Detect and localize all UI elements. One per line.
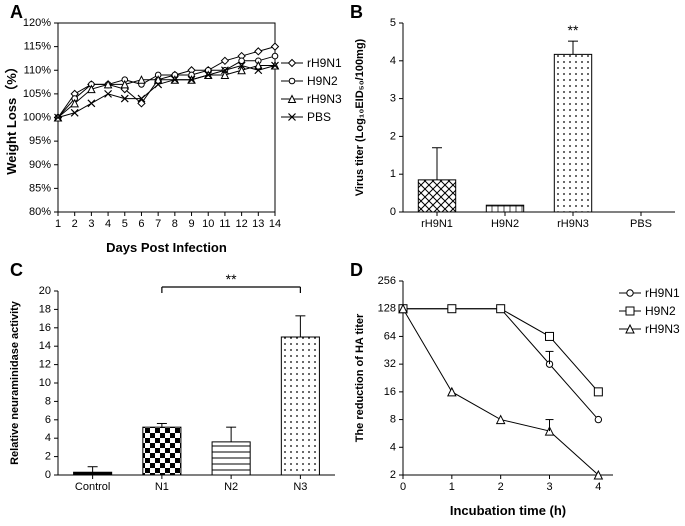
svg-text:2: 2 — [390, 130, 396, 142]
svg-text:H9N2: H9N2 — [307, 74, 338, 88]
svg-text:8: 8 — [45, 395, 51, 407]
chart-a: 80%85%90%95%100%105%110%115%120%12345678… — [0, 5, 345, 260]
svg-text:4: 4 — [45, 432, 51, 444]
svg-text:1: 1 — [449, 481, 455, 493]
svg-text:6: 6 — [138, 218, 144, 230]
svg-text:rH9N1: rH9N1 — [645, 286, 680, 300]
svg-text:1: 1 — [55, 218, 61, 230]
svg-text:N2: N2 — [224, 481, 238, 493]
svg-text:12: 12 — [235, 218, 247, 230]
svg-text:3: 3 — [88, 218, 94, 230]
svg-text:Control: Control — [75, 481, 110, 493]
svg-text:9: 9 — [188, 218, 194, 230]
svg-text:4: 4 — [105, 218, 111, 230]
svg-text:5: 5 — [122, 218, 128, 230]
svg-text:Weight Loss（%）: Weight Loss（%） — [4, 60, 19, 175]
svg-text:PBS: PBS — [630, 218, 652, 230]
svg-text:4: 4 — [595, 481, 601, 493]
svg-text:**: ** — [226, 271, 237, 287]
svg-text:4: 4 — [390, 441, 396, 453]
svg-text:18: 18 — [39, 303, 51, 315]
svg-text:5: 5 — [390, 17, 396, 29]
svg-text:0: 0 — [390, 206, 396, 218]
svg-text:115%: 115% — [24, 41, 52, 53]
svg-text:H9N2: H9N2 — [491, 218, 519, 230]
svg-text:0: 0 — [45, 469, 51, 481]
svg-text:4: 4 — [390, 55, 396, 67]
svg-text:128: 128 — [378, 303, 396, 315]
svg-text:12: 12 — [39, 359, 51, 371]
svg-text:16: 16 — [384, 386, 396, 398]
svg-text:85%: 85% — [29, 182, 51, 194]
svg-text:Days Post Infection: Days Post Infection — [106, 240, 227, 255]
svg-text:rH9N3: rH9N3 — [645, 322, 680, 336]
svg-text:90%: 90% — [29, 159, 51, 171]
svg-text:N3: N3 — [293, 481, 307, 493]
svg-text:80%: 80% — [29, 206, 51, 218]
svg-text:2: 2 — [390, 469, 396, 481]
svg-text:H9N2: H9N2 — [645, 304, 676, 318]
svg-text:11: 11 — [219, 218, 230, 230]
svg-text:rH9N1: rH9N1 — [307, 56, 342, 70]
svg-text:10: 10 — [202, 218, 214, 230]
chart-d: 2 4 8 16 32 64 128 256 0 1 2 3 4 Incubation time (h) T… — [345, 263, 685, 523]
svg-text:6: 6 — [45, 414, 51, 426]
svg-text:14: 14 — [269, 218, 281, 230]
svg-text:rH9N1: rH9N1 — [421, 218, 453, 230]
chart-c: 0 2 4 6 8 10 12 14 16 18 20 Relative neuraminidase … — [0, 263, 345, 523]
chart-b: 0 1 2 3 4 5 Virus titer (Log₁₀EID₅₀/100mg) rH9N… — [345, 5, 685, 260]
svg-text:7: 7 — [155, 218, 161, 230]
svg-text:16: 16 — [39, 322, 51, 334]
svg-text:105%: 105% — [23, 88, 51, 100]
svg-text:256: 256 — [378, 275, 396, 287]
svg-text:95%: 95% — [29, 135, 51, 147]
svg-text:120%: 120% — [23, 17, 51, 29]
svg-text:110%: 110% — [24, 64, 52, 76]
svg-text:2: 2 — [498, 481, 504, 493]
svg-text:32: 32 — [384, 358, 396, 370]
svg-text:8: 8 — [172, 218, 178, 230]
figure-page: A B C D 80%85%90%95%100%105%110%115%120%… — [0, 0, 685, 526]
svg-text:1: 1 — [390, 168, 396, 180]
svg-text:13: 13 — [252, 218, 264, 230]
svg-text:3: 3 — [390, 93, 396, 105]
svg-text:100%: 100% — [23, 112, 51, 124]
svg-text:**: ** — [568, 22, 579, 38]
svg-text:2: 2 — [72, 218, 78, 230]
svg-text:2: 2 — [45, 451, 51, 463]
svg-text:The reduction of HA titer: The reduction of HA titer — [354, 313, 366, 442]
svg-text:14: 14 — [39, 340, 51, 352]
svg-text:0: 0 — [400, 481, 406, 493]
svg-text:PBS: PBS — [307, 110, 331, 124]
svg-text:Relative neuraminidase activit: Relative neuraminidase activity — [9, 300, 21, 465]
svg-text:10: 10 — [39, 377, 51, 389]
svg-text:3: 3 — [546, 481, 552, 493]
svg-text:64: 64 — [384, 330, 396, 342]
svg-text:Virus titer (Log₁₀EID₅₀/100mg): Virus titer (Log₁₀EID₅₀/100mg) — [354, 38, 366, 196]
svg-text:rH9N3: rH9N3 — [557, 218, 589, 230]
svg-text:N1: N1 — [155, 481, 169, 493]
svg-text:Incubation time (h): Incubation time (h) — [450, 503, 566, 518]
svg-text:8: 8 — [390, 414, 396, 426]
svg-text:rH9N3: rH9N3 — [307, 92, 342, 106]
svg-text:20: 20 — [39, 285, 51, 297]
